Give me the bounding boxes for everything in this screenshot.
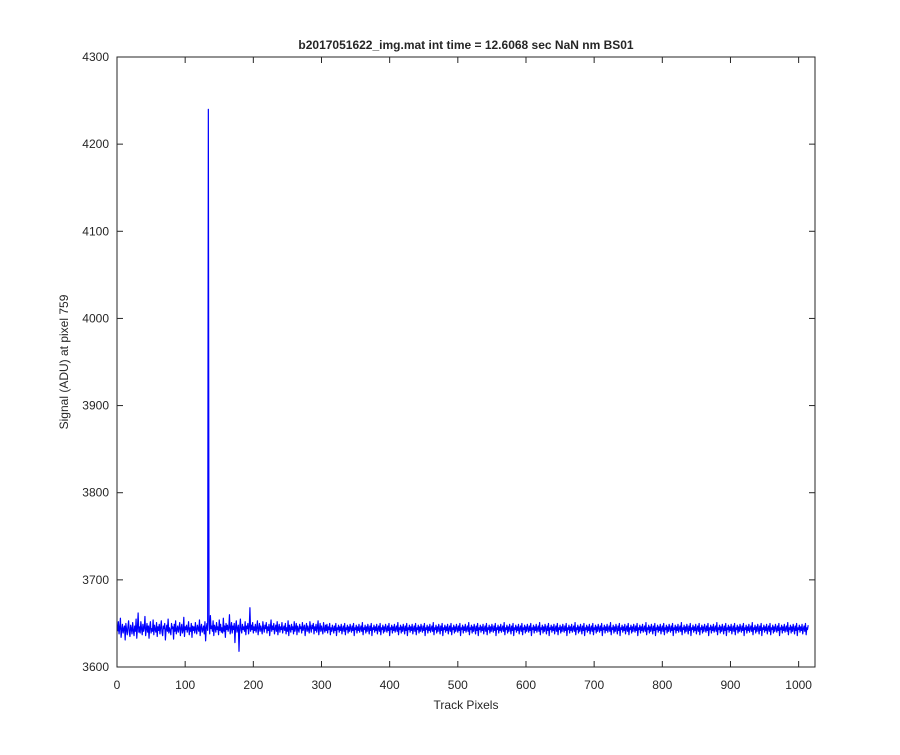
y-tick-label: 4000 bbox=[82, 311, 109, 325]
data-layer bbox=[117, 108, 809, 652]
x-tick-label: 300 bbox=[311, 678, 331, 692]
x-tick-label: 200 bbox=[243, 678, 263, 692]
chart-title: b2017051622_img.mat int time = 12.6068 s… bbox=[298, 38, 634, 52]
y-tick-label: 3800 bbox=[82, 486, 109, 500]
x-tick-label: 600 bbox=[516, 678, 536, 692]
y-axis-label: Signal (ADU) at pixel 759 bbox=[57, 294, 71, 429]
x-axis-label: Track Pixels bbox=[434, 698, 499, 712]
y-tick-label: 4100 bbox=[82, 224, 109, 238]
x-tick-label: 1000 bbox=[785, 678, 812, 692]
y-tick-label: 4200 bbox=[82, 137, 109, 151]
x-tick-label: 900 bbox=[720, 678, 740, 692]
y-tick-label: 3600 bbox=[82, 660, 109, 674]
y-tick-label: 3700 bbox=[82, 573, 109, 587]
x-tick-label: 100 bbox=[175, 678, 195, 692]
x-tick-label: 0 bbox=[114, 678, 121, 692]
y-tick-label: 3900 bbox=[82, 399, 109, 413]
x-axis: 0 100 200 300 400 500 600 700 800 900 1000 bbox=[114, 57, 812, 692]
x-tick-label: 400 bbox=[380, 678, 400, 692]
x-tick-label: 800 bbox=[652, 678, 672, 692]
x-tick-label: 700 bbox=[584, 678, 604, 692]
plot-area bbox=[117, 57, 815, 667]
y-axis: 3600 3700 3800 3900 4000 4100 4200 4300 bbox=[82, 50, 815, 674]
x-tick-label: 500 bbox=[448, 678, 468, 692]
y-tick-label: 4300 bbox=[82, 50, 109, 64]
axes-box bbox=[116, 56, 816, 668]
signal-series-line bbox=[117, 108, 809, 652]
